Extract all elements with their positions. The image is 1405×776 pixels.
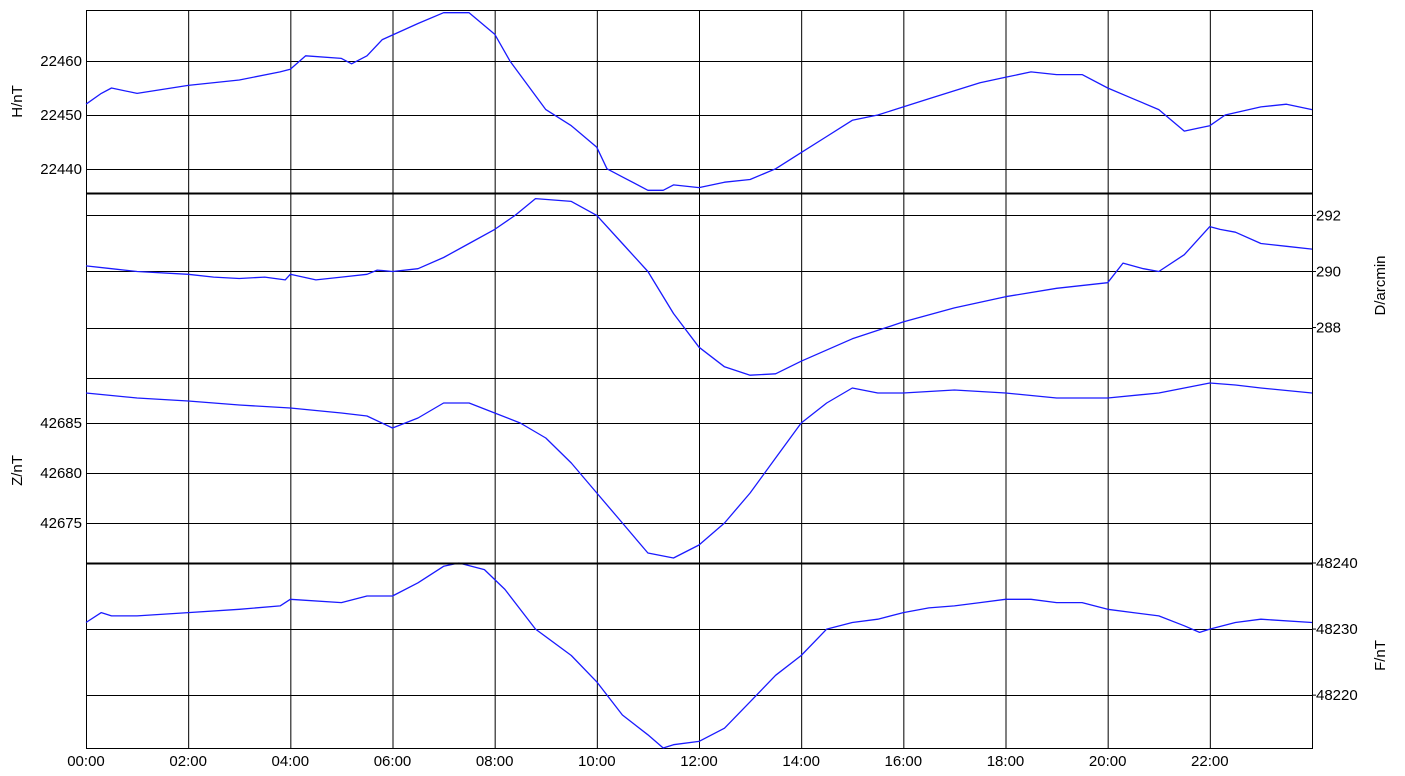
x-tick-label: 10:00 xyxy=(578,753,616,770)
y-tick-label-D: 290 xyxy=(1316,263,1341,280)
y-tick-label-H: 22460 xyxy=(40,53,82,70)
y-tick-label-Z: 42685 xyxy=(40,415,82,432)
y-axis-label-D: D/arcmin xyxy=(1372,255,1389,315)
y-axis-label-F: F/nT xyxy=(1372,640,1389,671)
y-tick-label-Z: 42680 xyxy=(40,465,82,482)
y-tick-label-H: 22440 xyxy=(40,161,82,178)
y-tick-label-F: 48220 xyxy=(1316,687,1358,704)
y-tick-label-D: 292 xyxy=(1316,207,1341,224)
y-tick-label-H: 22450 xyxy=(40,107,82,124)
x-tick-label: 18:00 xyxy=(987,753,1025,770)
y-axis-label-Z: Z/nT xyxy=(9,455,26,486)
x-tick-label: 08:00 xyxy=(476,753,514,770)
x-tick-label: 20:00 xyxy=(1089,753,1127,770)
x-tick-label: 02:00 xyxy=(169,753,207,770)
series-line-H xyxy=(85,12,1313,191)
y-tick-label-Z: 42675 xyxy=(40,515,82,532)
x-tick-label: 12:00 xyxy=(680,753,718,770)
series-line-Z xyxy=(85,382,1313,559)
y-tick-label-F: 48230 xyxy=(1316,621,1358,638)
x-tick-label: 00:00 xyxy=(67,753,105,770)
y-tick-label-F: 48240 xyxy=(1316,555,1358,572)
x-tick-label: 22:00 xyxy=(1191,753,1229,770)
series-line-D xyxy=(85,197,1313,376)
y-tick-label-D: 288 xyxy=(1316,320,1341,337)
y-axis-label-H: H/nT xyxy=(9,85,26,118)
series-line-F xyxy=(85,562,1313,749)
x-tick-label: 14:00 xyxy=(782,753,820,770)
x-tick-label: 16:00 xyxy=(885,753,923,770)
x-tick-label: 04:00 xyxy=(272,753,310,770)
x-tick-label: 06:00 xyxy=(374,753,412,770)
